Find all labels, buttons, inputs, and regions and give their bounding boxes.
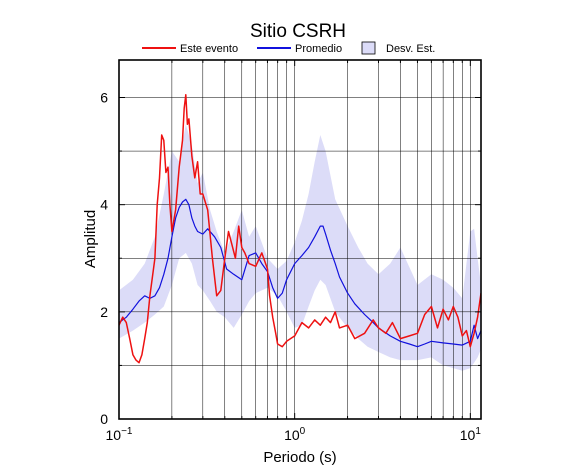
plot-frame [118, 59, 482, 420]
y-tick-label: 4 [100, 197, 108, 213]
x-tick-label: 10−1 [106, 426, 133, 443]
y-axis-label: Amplitud [82, 210, 99, 268]
legend-label: Este evento [180, 43, 238, 55]
y-tick-label: 2 [100, 304, 108, 320]
x-tick-label: 101 [460, 426, 482, 443]
legend-label: Desv. Est. [386, 43, 435, 55]
series-line-promedio [119, 198, 481, 348]
chart-title: Sitio CSRH [250, 21, 346, 42]
legend-swatch [361, 41, 376, 55]
legend-label: Promedio [295, 43, 342, 55]
series-line-este-evento [119, 94, 481, 364]
y-tick-label: 0 [100, 411, 108, 427]
x-tick-label: 100 [284, 426, 306, 443]
legend: Este evento Promedio Desv. Est. [142, 41, 435, 55]
y-tick-label: 6 [100, 90, 108, 106]
std-dev-band [119, 124, 481, 371]
x-axis-label: Periodo (s) [263, 449, 336, 466]
